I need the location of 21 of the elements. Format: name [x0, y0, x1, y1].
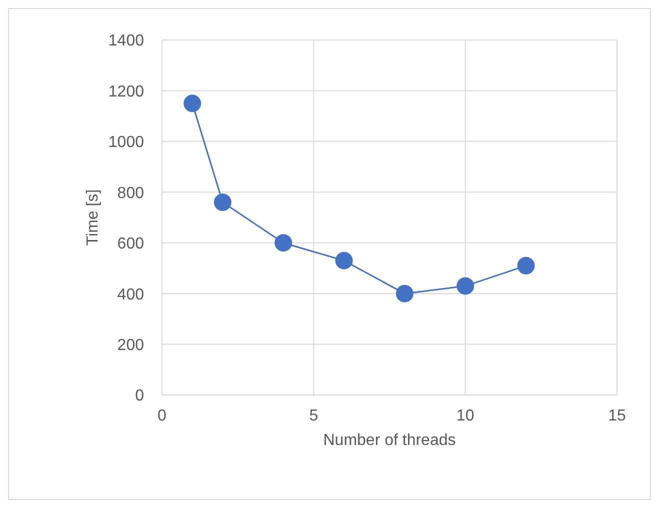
point [335, 252, 353, 270]
x-axis-title: Number of threads [323, 432, 456, 449]
x-tick-label: 5 [309, 407, 318, 424]
y-tick-label: 0 [135, 388, 144, 405]
y-tick-label: 1200 [108, 83, 144, 100]
y-tick-label: 800 [117, 184, 144, 202]
point [184, 94, 202, 112]
x-tick-label: 10 [456, 407, 474, 424]
x-tick-label: 0 [158, 407, 167, 424]
point [396, 284, 414, 302]
y-tick-label: 400 [117, 286, 144, 304]
y-tick-label: 200 [117, 336, 144, 354]
point [456, 277, 474, 295]
point [274, 234, 292, 252]
y-axis-title: Time [s] [84, 189, 102, 246]
x-tick-label: 15 [608, 407, 626, 424]
y-tick-label: 1000 [108, 134, 144, 152]
y-tick-label: 1400 [108, 32, 144, 50]
point [214, 194, 232, 212]
y-tick-label: 600 [117, 236, 144, 253]
point [517, 256, 535, 274]
